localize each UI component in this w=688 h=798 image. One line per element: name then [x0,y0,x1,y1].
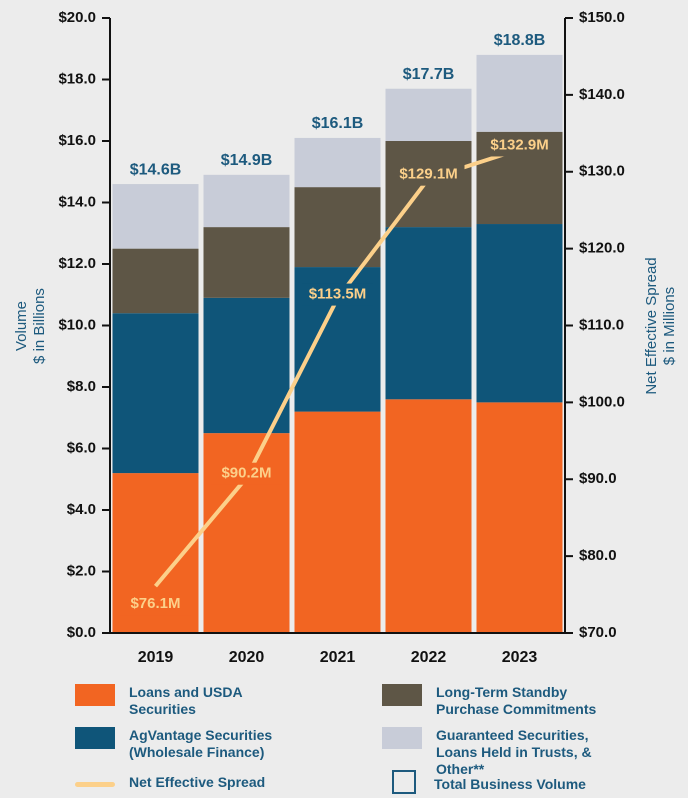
bar-segment [385,88,472,141]
y-tick-label: $20.0 [58,9,96,26]
y-axis-label-line: Volume [13,301,30,351]
x-tick-label: 2023 [502,649,538,666]
legend-label: Long-Term Standby Purchase Commitments [436,684,597,717]
total-label: $14.9B [221,152,273,169]
y-axis-label-line: $ in Billions [31,288,48,364]
total-label: $18.8B [494,32,546,49]
legend-item: AgVantage Securities (Wholesale Finance) [75,727,315,761]
spread-label-bg [483,134,556,157]
x-tick-label: 2020 [229,649,265,666]
legend-swatch [75,684,115,706]
spread-label: $76.1M [130,595,180,612]
bar-segment [476,224,563,403]
legend-label: Loans and USDA Securities [129,684,243,717]
y2-axis-label-line: $ in Millions [661,287,678,365]
spread-label-bg [392,163,465,186]
bar-segment [294,137,381,188]
legend-label: Total Business Volume [434,776,586,792]
legend-item: Total Business Volume [382,770,586,794]
legend-item: Net Effective Spread [75,774,315,791]
y2-tick-label: $100.0 [579,393,625,410]
bar-segment [203,297,290,434]
bar-segment [203,227,290,298]
bar-segment [385,399,472,633]
bar-segment [385,227,472,400]
y-tick-label: $12.0 [58,255,96,272]
legend-item: Long-Term Standby Purchase Commitments [382,684,622,718]
bar-segment [294,187,381,268]
total-label: $16.1B [312,115,364,132]
y2-tick-label: $140.0 [579,86,625,103]
legend-swatch [75,727,115,749]
bar-segment [476,54,563,132]
y2-tick-label: $110.0 [579,316,624,333]
legend-swatch [75,782,115,787]
x-tick-label: 2019 [138,649,174,666]
y-tick-label: $14.0 [58,193,96,210]
y2-tick-label: $130.0 [579,163,625,180]
legend-item: Loans and USDA Securities [75,684,315,718]
legend-label: Guaranteed Securities, Loans Held in Tru… [436,727,592,777]
total-label: $14.6B [130,161,182,178]
y-tick-label: $8.0 [67,378,96,395]
y-tick-label: $4.0 [67,501,96,518]
y-tick-label: $6.0 [67,439,96,456]
spread-label: $90.2M [221,465,271,482]
x-tick-label: 2022 [411,649,447,666]
chart: $14.6B 2019 $14.9B 2020 $16.1B 2021 $17.7B 2022… [13,9,678,666]
bar-segment [203,174,290,228]
spread-label-bg [210,462,283,485]
y-tick-label: $0.0 [67,624,96,641]
y2-axis-label: Net Effective Spread$ in Millions [643,257,678,394]
spread-label-bg [119,593,192,616]
bar-segment [112,184,199,249]
y2-tick-label: $70.0 [579,624,617,641]
y-tick-label: $10.0 [58,316,96,333]
bar-segment [476,402,563,633]
y2-tick-label: $80.0 [579,547,617,564]
x-tick-label: 2021 [320,649,356,666]
spread-label-bg [301,283,374,306]
legend-swatch [392,770,416,794]
spread-label: $113.5M [309,286,367,303]
bar-segment [112,248,199,314]
y-axis-label: Volume$ in Billions [13,288,48,364]
legend-item: Guaranteed Securities, Loans Held in Tru… [382,727,622,778]
legend-swatch [382,727,422,749]
y-tick-label: $2.0 [67,562,96,579]
y2-tick-label: $90.0 [579,470,617,487]
y2-axis-label-line: Net Effective Spread [643,257,660,394]
y2-tick-label: $150.0 [579,9,625,26]
legend-swatch [382,684,422,706]
bar-segment [294,411,381,633]
spread-label: $129.1M [399,166,457,183]
y-tick-label: $16.0 [58,132,96,149]
y-tick-label: $18.0 [58,70,96,87]
legend-label: AgVantage Securities (Wholesale Finance) [129,727,273,760]
bar-segment [112,313,199,474]
y2-tick-label: $120.0 [579,240,625,257]
legend-label: Net Effective Spread [129,774,266,790]
total-label: $17.7B [403,66,455,83]
spread-label: $132.9M [490,136,548,153]
